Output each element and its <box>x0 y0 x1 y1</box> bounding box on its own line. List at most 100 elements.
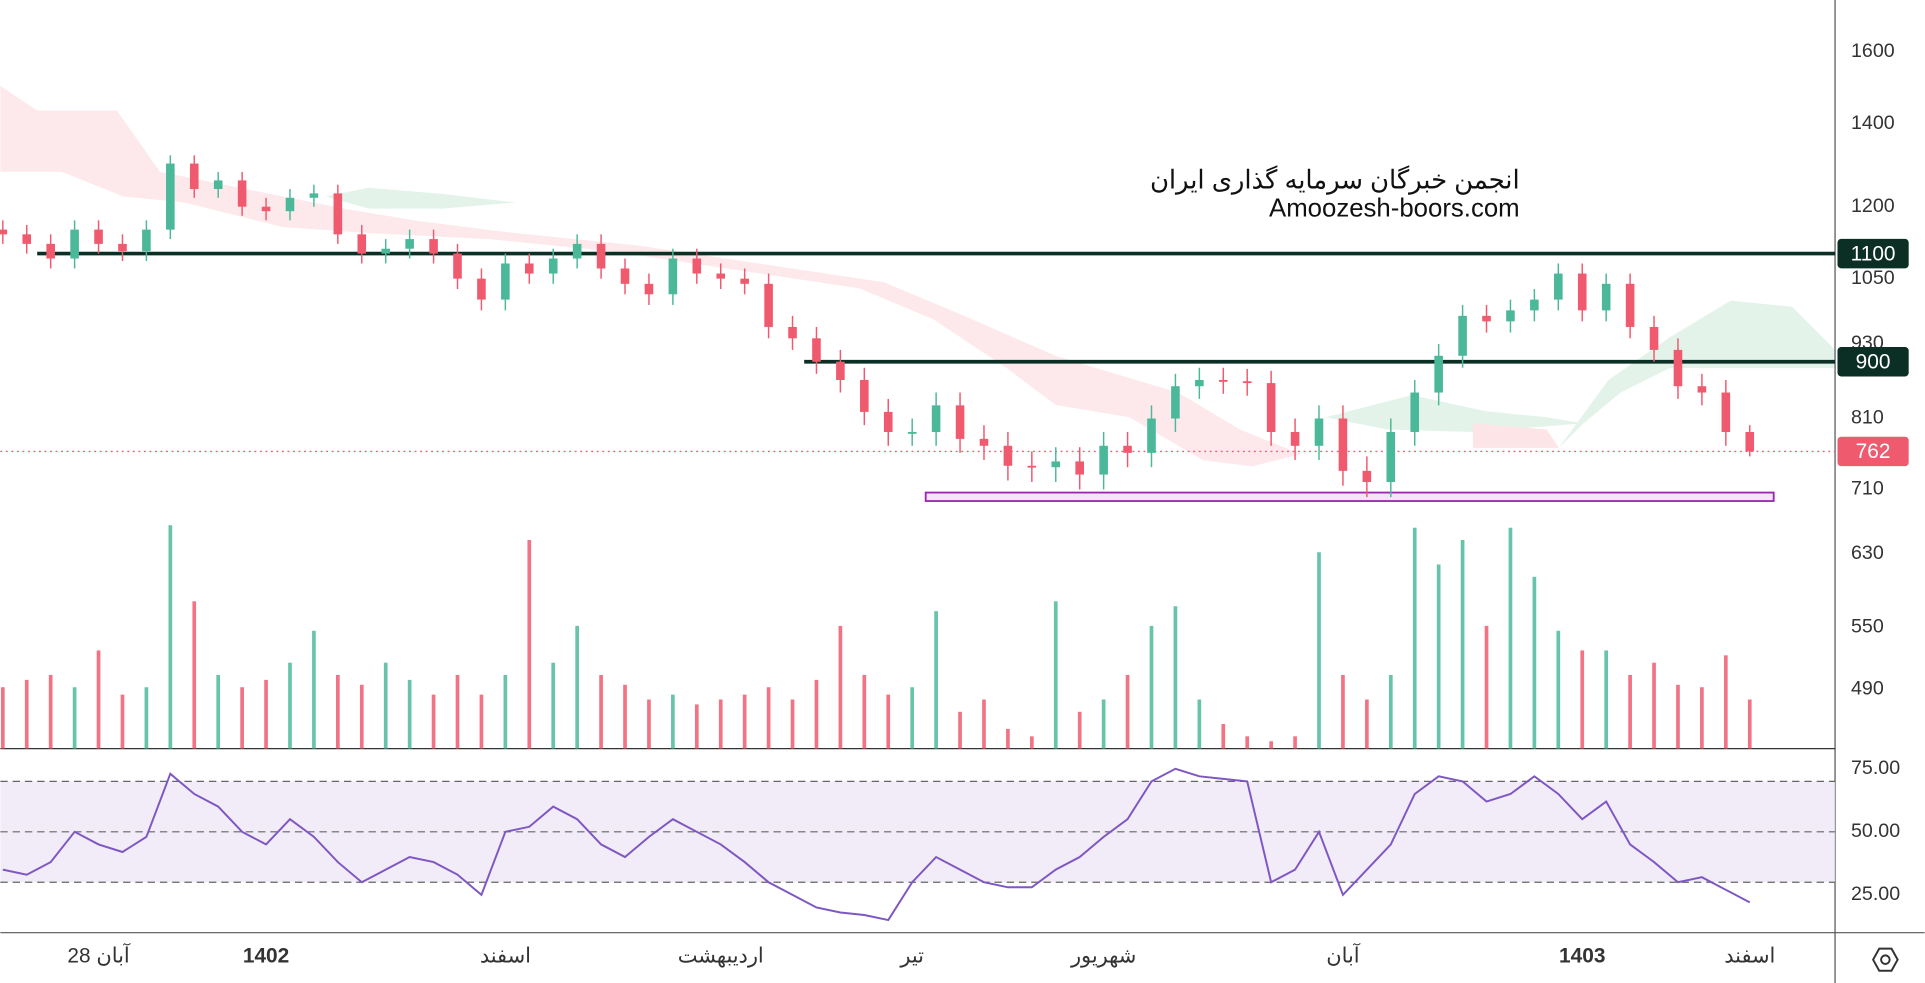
candle-body <box>907 431 917 434</box>
candle-body <box>357 234 367 254</box>
candle-body <box>979 438 989 446</box>
volume-bar <box>1628 674 1632 749</box>
candle-body <box>1434 355 1443 393</box>
volume-bar <box>1197 699 1202 749</box>
candle-body <box>1171 386 1180 419</box>
volume-bar <box>383 662 388 749</box>
candle-body <box>118 243 127 252</box>
candle-body <box>1530 299 1539 311</box>
volume-bar <box>1484 625 1489 749</box>
volume-bar <box>575 625 579 749</box>
candle-body <box>860 379 869 412</box>
rsi-tick-label: 25.00 <box>1851 883 1900 905</box>
cloud-red <box>0 85 1302 467</box>
rsi-line <box>2 767 1751 922</box>
candle-body <box>931 405 941 432</box>
cloud-green <box>325 187 516 209</box>
volume-bar <box>1604 650 1609 749</box>
volume-bar <box>1269 741 1273 749</box>
y-tick-label: 550 <box>1851 615 1884 637</box>
x-tick-label: اسفند <box>480 945 531 968</box>
volume-bar <box>1149 625 1154 749</box>
volume-bar <box>1006 728 1010 749</box>
candle-body <box>189 163 199 190</box>
volume-bar <box>647 699 651 749</box>
volume-bar <box>479 694 484 749</box>
rsi-tick-label: 75.00 <box>1851 757 1900 779</box>
cloud-green <box>1325 395 1584 432</box>
candle-body <box>740 278 749 284</box>
candle-body <box>955 405 965 439</box>
volume-bar <box>958 711 962 749</box>
rsi-tick-label: 50.00 <box>1851 820 1900 842</box>
candle-body <box>1721 392 1731 432</box>
x-tick-label: اسفند <box>1724 945 1775 968</box>
candle-body <box>405 239 414 249</box>
price-label: 762 <box>1856 440 1891 463</box>
volume-bar <box>1700 687 1704 749</box>
candle-body <box>309 193 319 198</box>
y-tick-label: 630 <box>1851 542 1884 564</box>
volume-bar <box>1508 527 1513 749</box>
volume-bar <box>910 687 915 749</box>
candle-body <box>883 411 893 432</box>
candle-body <box>1482 315 1491 322</box>
volume-bar <box>862 674 867 749</box>
volume-bar <box>694 704 699 749</box>
volume-bar <box>814 679 819 749</box>
candle-body <box>1601 283 1611 311</box>
volume-bar <box>742 694 747 749</box>
volume-bar <box>838 625 843 749</box>
candle-body <box>716 273 726 279</box>
volume-bar <box>72 687 77 749</box>
candle-body <box>836 361 845 380</box>
x-tick-label: 28 آبان <box>67 942 130 968</box>
candle-body <box>812 338 821 362</box>
volume-bar <box>0 687 5 749</box>
volume-bar <box>1245 736 1250 749</box>
volume-bar <box>312 630 316 749</box>
price-label-box <box>1837 347 1909 377</box>
price-label-box <box>1837 238 1909 269</box>
candle-body <box>142 229 151 252</box>
volume-bar <box>1676 684 1680 749</box>
candle-body <box>1147 418 1156 453</box>
volume-bar <box>431 694 436 749</box>
candle-body <box>764 283 773 327</box>
candle-body <box>668 258 678 295</box>
candle-body <box>94 229 103 244</box>
cloud-red <box>1473 423 1559 448</box>
volume-bar <box>1221 724 1226 749</box>
y-tick-label: 1200 <box>1851 195 1895 217</box>
candle-body <box>548 258 558 274</box>
candle-body <box>572 243 582 259</box>
y-tick-label: 1600 <box>1851 40 1895 62</box>
candle-body <box>0 229 8 235</box>
candle-body <box>213 180 223 190</box>
y-tick-label: 810 <box>1851 407 1884 429</box>
price-label: 1100 <box>1851 242 1896 265</box>
volume-bar <box>1747 699 1752 749</box>
candle-body <box>1386 431 1396 482</box>
watermark: Amoozesh-boors.com <box>1269 195 1520 223</box>
candle-body <box>1314 418 1324 446</box>
candle-body <box>1745 431 1755 452</box>
candle-body <box>1075 461 1084 475</box>
volume-bar <box>120 694 125 749</box>
volume-bar <box>96 650 101 749</box>
cloud-green <box>1558 300 1836 448</box>
candle-body <box>1242 381 1252 384</box>
volume-bar <box>790 699 795 749</box>
volume-bar <box>527 539 532 749</box>
settings-icon[interactable] <box>1871 947 1899 972</box>
volume-bar <box>718 699 723 749</box>
volume-bar <box>886 694 891 749</box>
volume-bar <box>288 662 292 749</box>
price-label-box <box>1837 436 1909 467</box>
candle-body <box>1338 418 1348 471</box>
candle-body <box>1625 283 1635 327</box>
candle-body <box>1123 445 1132 453</box>
candle-body <box>1051 461 1061 468</box>
candle-body <box>524 263 534 274</box>
